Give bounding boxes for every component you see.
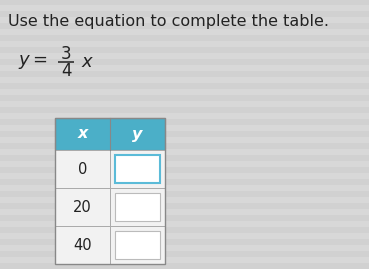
Bar [0, 227, 369, 233]
Text: $x$: $x$ [81, 53, 94, 71]
Bar [0, 155, 369, 161]
Bar [0, 47, 369, 53]
Bar [55, 118, 165, 150]
Bar [55, 118, 165, 264]
Bar [0, 11, 369, 17]
Text: 20: 20 [73, 200, 92, 214]
Text: x: x [77, 126, 88, 141]
Bar [0, 239, 369, 245]
Bar [0, 131, 369, 137]
Bar [0, 179, 369, 185]
Bar [110, 188, 165, 226]
Bar [55, 188, 110, 226]
Bar [0, 251, 369, 257]
Text: 3: 3 [61, 45, 71, 63]
Bar [115, 155, 160, 183]
Text: y: y [132, 126, 143, 141]
Bar [0, 35, 369, 41]
Text: 0: 0 [78, 161, 87, 176]
Bar [0, 203, 369, 209]
Bar [110, 150, 165, 188]
Bar [55, 226, 110, 264]
Text: $y=$: $y=$ [18, 53, 48, 71]
Text: 4: 4 [61, 62, 71, 80]
Bar [0, 191, 369, 197]
Bar [0, 23, 369, 29]
Bar [115, 193, 160, 221]
Bar [0, 263, 369, 269]
Bar [0, 95, 369, 101]
Bar [110, 226, 165, 264]
Bar [0, 71, 369, 77]
Bar [0, 83, 369, 89]
Bar [0, 215, 369, 221]
Bar [55, 150, 110, 188]
Bar [0, 0, 369, 5]
Bar [0, 167, 369, 173]
Bar [0, 107, 369, 113]
Bar [0, 59, 369, 65]
Bar [0, 119, 369, 125]
Bar [115, 231, 160, 259]
Text: 40: 40 [73, 238, 92, 253]
Bar [0, 143, 369, 149]
Text: Use the equation to complete the table.: Use the equation to complete the table. [8, 14, 329, 29]
